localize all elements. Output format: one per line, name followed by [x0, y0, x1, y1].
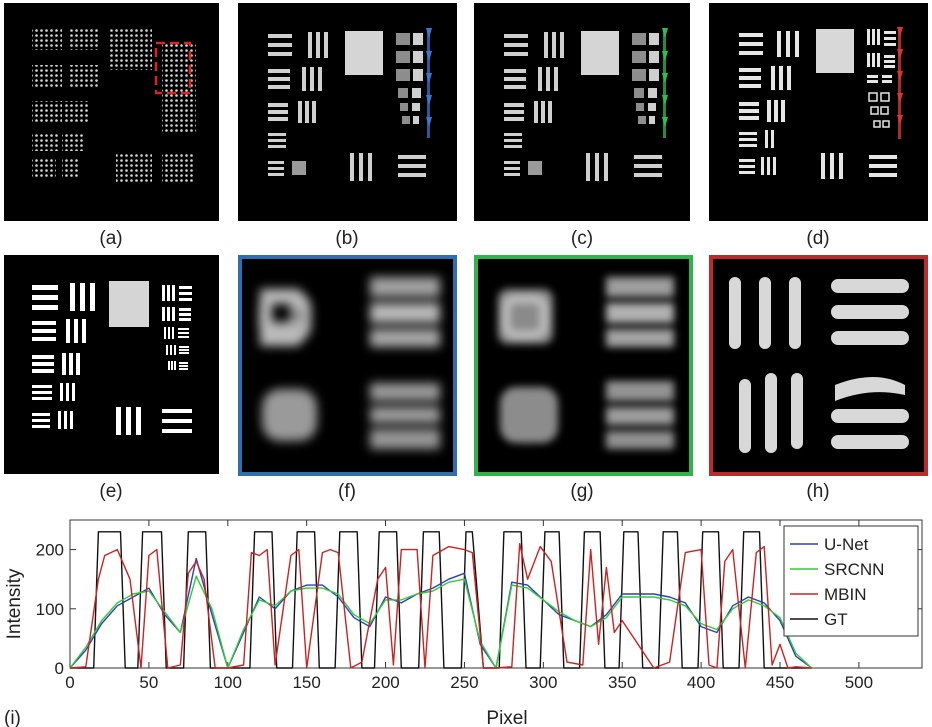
- y-tick-label: 0: [55, 659, 64, 678]
- legend-entry: U-Net: [824, 535, 869, 554]
- x-tick-label: 200: [371, 673, 399, 692]
- panel-d-graphic: [739, 27, 903, 179]
- panel-a-caption: (a): [99, 228, 123, 249]
- x-tick-label: 250: [450, 673, 478, 692]
- panel-f-graphic: [259, 277, 440, 449]
- panel-b-graphic: [268, 28, 432, 181]
- panel-b-image: [238, 3, 457, 221]
- panel-h-caption: (h): [806, 481, 830, 502]
- panel-e-caption: (e): [99, 481, 123, 502]
- x-tick-label: 400: [687, 673, 715, 692]
- y-axis-label: Intensity: [4, 568, 25, 639]
- panel-c-graphic: [504, 28, 668, 181]
- legend-entry: MBIN: [824, 585, 867, 604]
- legend-entry: SRCNN: [824, 560, 884, 579]
- panel-b-caption: (b): [335, 228, 359, 249]
- panel-f-image: [238, 255, 457, 476]
- panel-h-graphic: [729, 277, 909, 453]
- series-line-mbin: [69, 543, 812, 669]
- panel-d-caption: (d): [806, 228, 830, 249]
- panel-d-image: [709, 3, 928, 221]
- panel-g-caption: (g): [570, 481, 594, 502]
- panel-f-caption: (f): [338, 481, 356, 502]
- panel-c-image: [474, 3, 690, 221]
- series-line-u-net: [69, 557, 813, 669]
- x-tick-label: 300: [529, 673, 557, 692]
- x-tick-label: 50: [139, 673, 158, 692]
- panel-h-image: [709, 255, 928, 476]
- panel-e-image: [4, 255, 219, 474]
- y-tick-label: 200: [36, 541, 64, 560]
- x-axis-label: Pixel: [486, 708, 527, 727]
- panel-g-image: [474, 255, 693, 476]
- panel-g-graphic: [498, 277, 674, 449]
- y-tick-label: 100: [36, 600, 64, 619]
- x-tick-label: 100: [214, 673, 242, 692]
- x-tick-label: 500: [845, 673, 873, 692]
- series-line-srcnn: [69, 575, 813, 669]
- x-tick-label: 450: [766, 673, 794, 692]
- panel-a-graphic: [32, 28, 196, 183]
- panel-a-image: [4, 3, 219, 221]
- intensity-profile-chart: 0 50 100 150 200 250 300 350 400 450 500 0 100 200 U-…: [4, 519, 923, 727]
- x-tick-label: 150: [292, 673, 320, 692]
- panel-i-caption: (i): [4, 708, 21, 727]
- series-line-gt: [70, 531, 812, 669]
- x-tick-label: 0: [65, 673, 74, 692]
- chart-legend: U-Net SRCNN MBIN GT: [783, 525, 919, 637]
- panel-e-graphic: [32, 281, 192, 435]
- legend-entry: GT: [824, 610, 848, 629]
- panel-c-caption: (c): [570, 228, 594, 249]
- x-tick-label: 350: [608, 673, 636, 692]
- chart-series: [69, 531, 813, 669]
